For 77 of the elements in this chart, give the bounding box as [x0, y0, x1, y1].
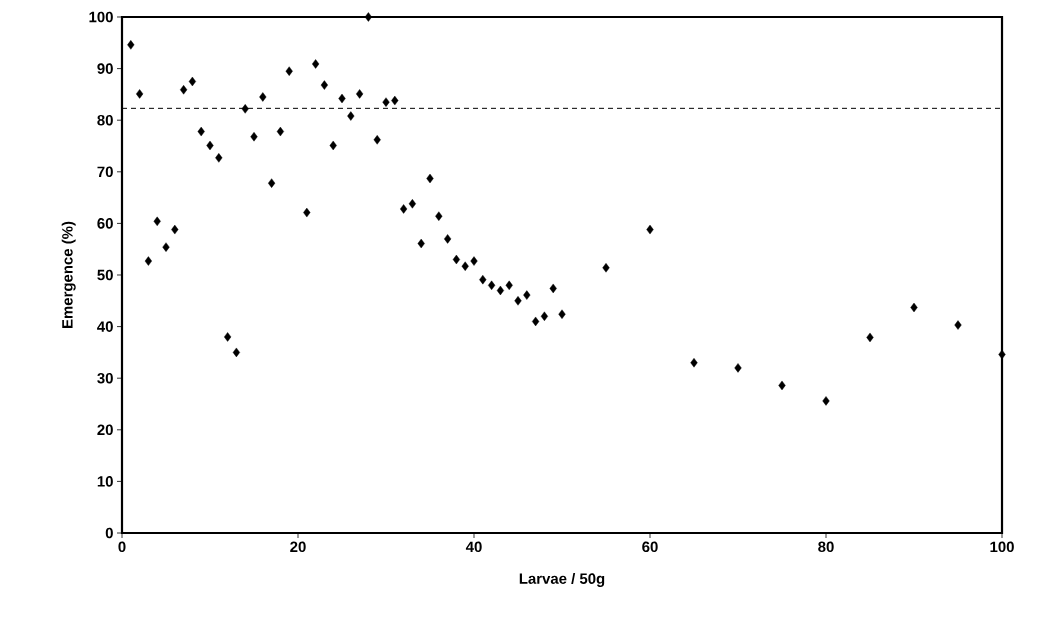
- y-tick-label: 0: [105, 527, 113, 539]
- point: [312, 59, 320, 69]
- point: [347, 111, 355, 121]
- point: [488, 280, 496, 291]
- point: [435, 211, 443, 221]
- point: [426, 173, 434, 184]
- point: [206, 140, 214, 151]
- x-tick-label: 100: [990, 541, 1014, 553]
- point: [382, 97, 390, 107]
- point: [690, 358, 698, 368]
- point: [162, 242, 170, 252]
- point: [329, 140, 337, 151]
- point: [127, 40, 135, 50]
- point: [602, 263, 610, 273]
- point: [320, 80, 328, 90]
- x-tick-label: 80: [818, 541, 834, 553]
- y-tick-label: 20: [97, 424, 113, 436]
- y-tick-label: 10: [97, 476, 113, 487]
- point: [417, 238, 425, 249]
- point: [180, 85, 188, 95]
- point: [646, 224, 654, 235]
- point: [408, 199, 416, 209]
- point: [523, 290, 531, 300]
- y-axis-title: Emergence (%): [61, 221, 76, 328]
- point: [232, 347, 240, 358]
- point: [540, 311, 548, 321]
- point: [224, 332, 232, 342]
- point: [356, 89, 364, 99]
- point: [461, 261, 469, 271]
- point: [558, 309, 566, 319]
- y-tick-label: 70: [97, 166, 113, 178]
- point: [391, 95, 399, 106]
- point: [338, 93, 346, 104]
- point: [505, 280, 513, 291]
- point: [144, 256, 152, 266]
- point: [136, 89, 144, 99]
- point: [364, 12, 372, 22]
- point: [479, 274, 487, 285]
- point: [241, 104, 249, 114]
- point: [276, 126, 284, 137]
- point: [268, 178, 276, 188]
- point: [532, 316, 540, 327]
- point: [188, 76, 196, 87]
- point: [866, 332, 874, 343]
- y-tick-label: 80: [97, 114, 113, 126]
- point: [444, 234, 452, 244]
- y-tick-label: 30: [97, 372, 113, 384]
- y-tick-label: 60: [97, 218, 113, 229]
- point: [197, 126, 205, 137]
- point: [470, 256, 478, 266]
- y-tick-label: 50: [97, 269, 113, 281]
- x-axis-title: Larvae / 50g: [519, 572, 605, 587]
- point: [452, 254, 460, 265]
- point: [373, 135, 381, 145]
- y-tick-label: 100: [89, 11, 113, 23]
- x-tick-label: 20: [290, 541, 306, 553]
- point: [549, 283, 557, 294]
- x-tick-label: 0: [118, 541, 126, 553]
- point: [215, 153, 223, 163]
- point: [496, 285, 504, 296]
- point: [734, 363, 742, 373]
- point: [400, 204, 408, 214]
- point: [954, 320, 962, 330]
- point: [171, 224, 179, 235]
- point: [910, 302, 918, 313]
- x-tick-label: 60: [642, 541, 658, 553]
- y-tick-label: 90: [97, 63, 113, 74]
- point: [303, 207, 311, 218]
- point: [259, 92, 267, 102]
- x-tick-label: 40: [465, 541, 482, 553]
- y-tick-label: 40: [97, 321, 113, 332]
- point: [514, 296, 522, 306]
- point: [822, 396, 830, 406]
- point: [153, 216, 161, 227]
- point: [250, 132, 258, 142]
- point: [285, 66, 293, 76]
- point: [778, 380, 786, 391]
